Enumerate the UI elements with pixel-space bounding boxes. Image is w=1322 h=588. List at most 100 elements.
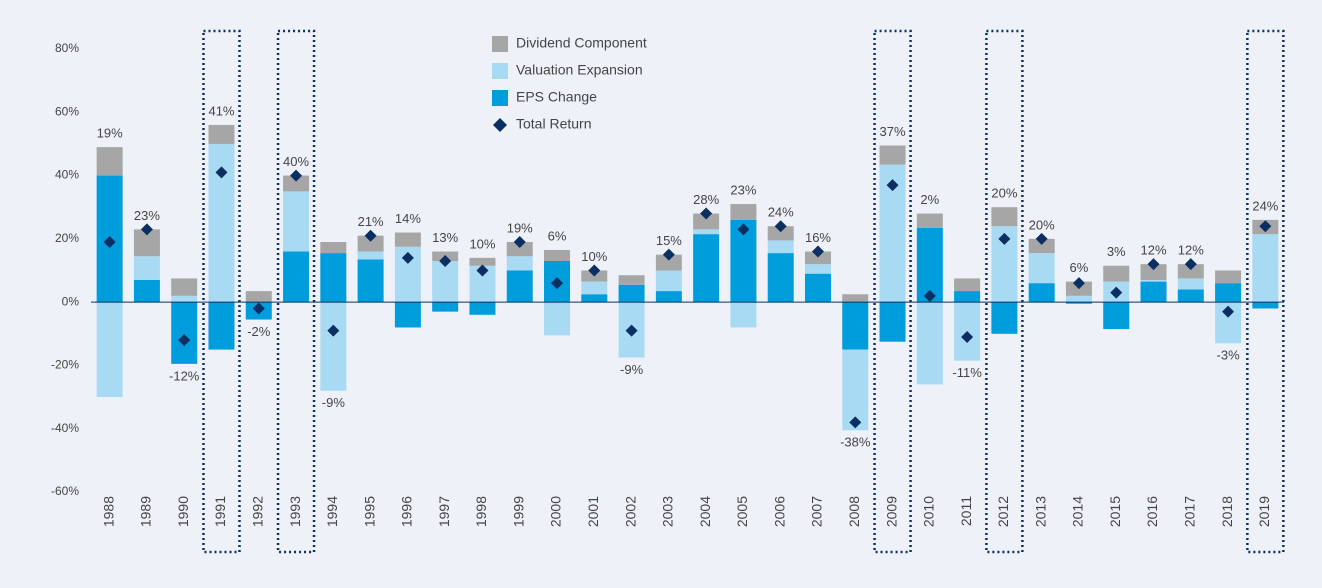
value-label: 12% [1141, 243, 1167, 258]
bar-segment [357, 259, 384, 303]
bar-segment [1140, 279, 1167, 282]
bar-segment [1215, 270, 1242, 284]
total-marker [1110, 286, 1123, 299]
total-marker [178, 334, 191, 347]
value-label: -38% [840, 435, 871, 450]
total-marker [439, 255, 452, 268]
x-tick-label: 1991 [212, 496, 228, 527]
bar-segment [991, 207, 1018, 227]
bar-segment [581, 281, 608, 295]
value-label: 15% [656, 233, 682, 248]
x-tick-label: 2006 [771, 496, 787, 527]
bar-segment [842, 302, 869, 350]
x-tick-label: 2011 [958, 496, 974, 526]
x-tick-label: 2018 [1219, 496, 1235, 527]
legend-swatch [492, 36, 508, 52]
value-label: -12% [169, 368, 200, 383]
bar-segment [767, 226, 794, 241]
bar-segment [96, 302, 123, 398]
total-marker [625, 324, 638, 337]
bar-segment [916, 213, 943, 228]
bar-segment [1065, 295, 1092, 303]
value-label: 12% [1178, 243, 1204, 258]
legend-label: EPS Change [516, 89, 597, 105]
value-label: 16% [805, 230, 831, 245]
total-marker [961, 330, 974, 343]
value-label: -11% [952, 365, 982, 380]
total-marker [1147, 258, 1160, 271]
x-tick-label: 2019 [1256, 496, 1272, 527]
bar-segment [320, 253, 347, 303]
value-label: 2% [920, 192, 939, 207]
bar-segment [506, 242, 533, 257]
bar-segment [320, 302, 347, 391]
value-label: 24% [768, 205, 794, 220]
x-tick-label: 2002 [622, 496, 638, 527]
total-marker [364, 229, 377, 242]
legend-swatch [493, 118, 507, 132]
highlight-box [873, 29, 912, 554]
bar-segment [1252, 234, 1279, 303]
x-tick-label: 2015 [1107, 496, 1123, 527]
value-label: 13% [432, 230, 458, 245]
bar-segment [693, 234, 720, 303]
total-marker [252, 302, 265, 315]
x-tick-label: 2000 [548, 496, 564, 527]
bar-segment [804, 264, 831, 274]
total-marker [737, 223, 750, 236]
total-marker [588, 264, 601, 277]
bar-segment [1215, 283, 1242, 303]
x-tick-label: 1989 [138, 496, 154, 527]
bar-segment [1177, 278, 1204, 290]
bar-segment [1140, 264, 1167, 280]
bar-segment [730, 204, 757, 220]
value-label: 6% [548, 228, 567, 243]
bar-segment [394, 232, 421, 247]
bar-segment [283, 175, 310, 192]
x-tick-label: 2012 [995, 496, 1011, 527]
y-tick-label: -40% [51, 421, 79, 435]
total-marker [849, 416, 862, 429]
bar-segment [171, 278, 198, 296]
bar-segment [842, 294, 869, 303]
y-tick-label: 0% [62, 294, 80, 308]
value-label: -9% [322, 395, 346, 410]
bar-segment [991, 302, 1018, 334]
x-tick-label: 2009 [883, 496, 899, 527]
y-tick-label: 20% [55, 231, 79, 245]
bar-segment [1028, 238, 1055, 254]
total-marker [1035, 232, 1048, 245]
total-marker [774, 220, 787, 233]
bar-segment [730, 302, 757, 328]
value-label: 19% [507, 220, 533, 235]
bar-segment [1103, 302, 1130, 330]
total-marker [327, 324, 340, 337]
x-tick-label: 1998 [473, 496, 489, 527]
bar-segment [1028, 283, 1055, 303]
value-label: 19% [97, 126, 123, 141]
total-marker [215, 166, 228, 179]
x-tick-label: 2010 [921, 496, 937, 527]
bar-segment [506, 270, 533, 303]
x-tick-label: 1994 [324, 496, 340, 527]
bar-segment [544, 302, 571, 336]
bar-segment [506, 256, 533, 271]
value-label: 23% [730, 182, 756, 197]
value-label: 10% [581, 249, 607, 264]
y-tick-label: -20% [51, 358, 79, 372]
value-label: 6% [1070, 260, 1089, 275]
total-marker [662, 248, 675, 261]
total-marker [513, 236, 526, 249]
bar-segment [767, 240, 794, 254]
x-tick-label: 2003 [660, 496, 676, 527]
bar-segment [954, 291, 981, 303]
total-marker [103, 236, 116, 249]
bar-segment [1028, 253, 1055, 284]
value-label: 28% [693, 192, 719, 207]
total-marker [290, 169, 303, 182]
x-tick-label: 2001 [585, 496, 601, 527]
total-marker [998, 232, 1011, 245]
total-marker [1259, 220, 1272, 233]
bar-segment [879, 302, 906, 342]
bar-segment [208, 302, 235, 350]
